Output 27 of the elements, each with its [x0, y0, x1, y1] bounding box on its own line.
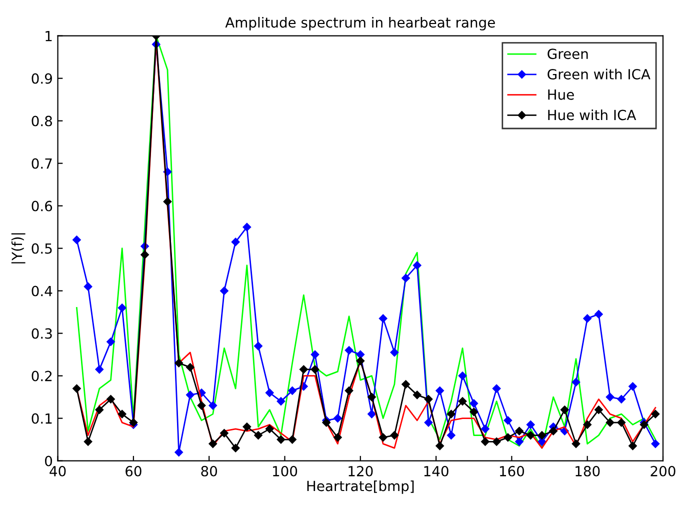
legend-label: Green [548, 48, 588, 60]
y-tick-label: 0.7 [32, 158, 52, 169]
y-tick-label: 0.3 [32, 328, 52, 339]
x-tick-label: 80 [201, 466, 218, 476]
y-tick-label: 0.2 [32, 370, 52, 382]
x-tick-label: 180 [576, 466, 600, 476]
x-axis-title: Heartrate[bmp] [307, 480, 414, 494]
y-tick-label: 0.4 [32, 286, 52, 296]
y-tick-label: 1 [46, 30, 52, 42]
legend-label: Green with ICA [548, 68, 650, 80]
x-tick-label: 160 [500, 466, 524, 476]
x-tick-label: 60 [126, 466, 142, 476]
y-axis-title: |Y(f)| [11, 233, 26, 264]
y-tick-label: 0.1 [32, 413, 52, 424]
x-tick-label: 40 [50, 466, 66, 476]
x-tick-label: 120 [348, 466, 373, 476]
y-tick-label: 0.8 [32, 116, 52, 126]
legend-label: Hue with ICA [548, 110, 636, 120]
chart-title: Amplitude spectrum in hearbeat range [225, 16, 495, 30]
y-tick-label: 0 [45, 456, 52, 466]
x-tick-label: 200 [650, 466, 676, 476]
y-tick-label: 0.9 [32, 73, 52, 84]
x-tick-label: 140 [424, 466, 448, 476]
y-tick-label: 0.5 [32, 243, 52, 254]
legend-label: Hue [548, 90, 574, 100]
y-tick-label: 0.6 [32, 200, 52, 212]
x-tick-label: 100 [273, 466, 298, 476]
